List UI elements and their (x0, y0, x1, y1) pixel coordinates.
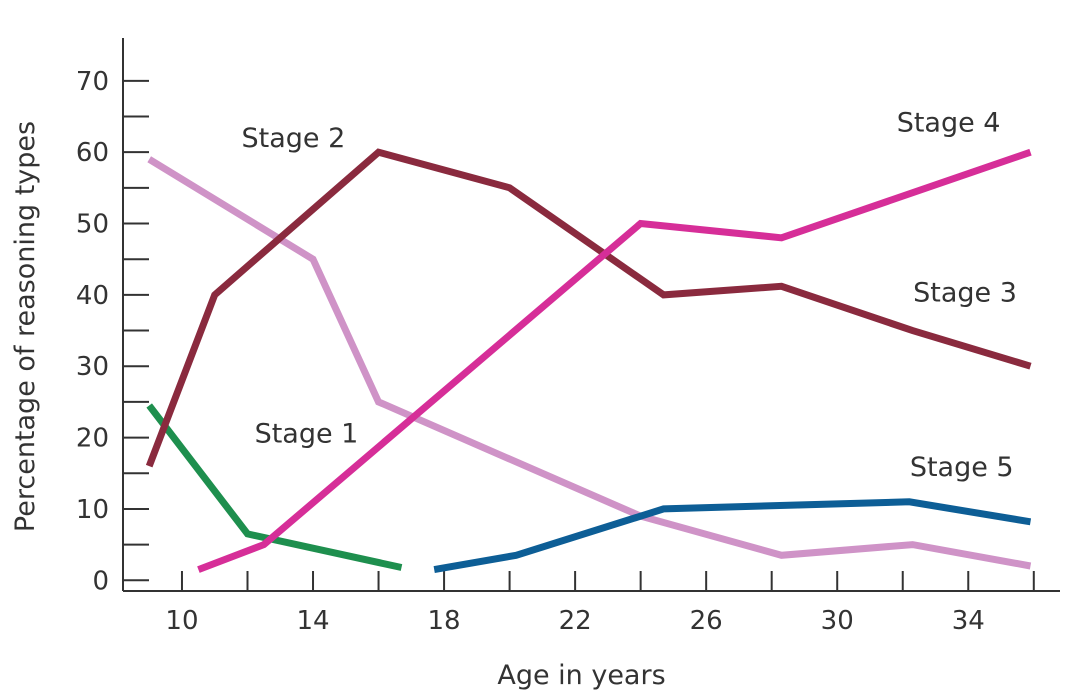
axes: 0 10 20 30 40 50 60 70 10 14 18 22 26 30 34 (76, 38, 1060, 636)
y-axis-ticks: 0 10 20 30 40 50 60 70 (76, 67, 149, 596)
y-tick-label: 20 (76, 424, 109, 454)
y-tick-label: 10 (76, 495, 109, 525)
y-tick-label: 30 (76, 352, 109, 382)
x-tick-label: 30 (821, 606, 854, 636)
y-tick-label: 0 (92, 566, 109, 596)
y-tick-label: 50 (76, 210, 109, 240)
y-tick-label: 70 (76, 67, 109, 97)
x-axis-ticks: 10 14 18 22 26 30 34 (165, 571, 1035, 636)
series-lines (145, 148, 1032, 574)
series-label-stage-5: Stage 5 (910, 452, 1014, 483)
x-tick-label: 34 (952, 606, 985, 636)
series-label-stage-4: Stage 4 (897, 107, 1001, 138)
y-axis-title: Percentage of reasoning types (10, 121, 41, 532)
x-tick-label: 22 (559, 606, 592, 636)
x-axis-title: Age in years (497, 660, 665, 691)
series-label-stage-3: Stage 3 (913, 277, 1017, 308)
series-labels: Stage 1 Stage 2 Stage 3 Stage 4 Stage 5 (241, 107, 1016, 483)
x-tick-label: 10 (165, 606, 198, 636)
y-tick-label: 40 (76, 281, 109, 311)
y-tick-label: 60 (76, 138, 109, 168)
series-label-stage-2: Stage 2 (241, 123, 345, 154)
x-tick-label: 26 (690, 606, 723, 636)
series-line-stage-1 (146, 403, 403, 571)
series-line-stage-4 (197, 148, 1032, 573)
series-line-stage-5 (433, 498, 1032, 574)
series-line-stage-3 (145, 148, 1032, 468)
x-tick-label: 18 (428, 606, 461, 636)
x-tick-label: 14 (296, 606, 329, 636)
series-label-stage-1: Stage 1 (255, 419, 359, 450)
